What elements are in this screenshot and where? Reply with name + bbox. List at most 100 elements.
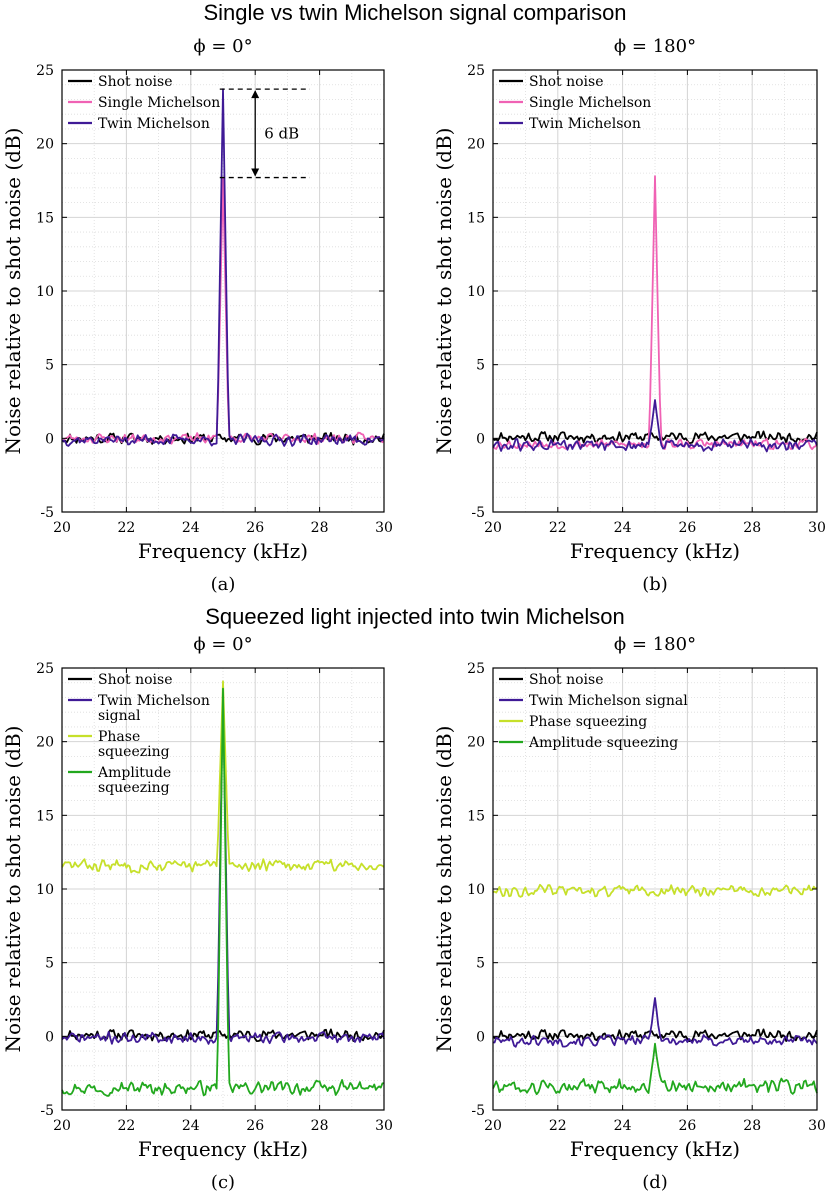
y-axis-label: Noise relative to shot noise (dB): [432, 128, 456, 455]
chart-panel-b: -5 0 5 10 15 20 25 20 22 24 26 28 30 ϕ = 180° Frequenc…: [432, 36, 826, 595]
y-tick-label: 0: [476, 1029, 485, 1045]
legend-label: Single Michelson: [529, 95, 651, 111]
x-axis-label: Frequency (kHz): [570, 539, 740, 563]
x-tick-label: 26: [246, 1118, 264, 1134]
y-tick-label: 25: [36, 661, 54, 677]
x-tick-label: 30: [808, 520, 826, 536]
x-tick-label: 28: [743, 1118, 761, 1134]
x-tick-label: 22: [549, 1118, 567, 1134]
series-line-3: [61, 88, 385, 447]
x-tick-label: 28: [743, 520, 761, 536]
y-tick-label: 25: [36, 63, 54, 79]
y-axis-label: Noise relative to shot noise (dB): [1, 128, 25, 455]
y-tick-label: 15: [467, 210, 485, 226]
legend-label: Twin Michelson: [98, 693, 210, 709]
y-tick-label: 5: [45, 956, 54, 972]
x-tick-label: 24: [182, 520, 200, 536]
y-tick-label: 15: [36, 210, 54, 226]
y-tick-label: 10: [467, 882, 485, 898]
x-tick-label: 30: [808, 1118, 826, 1134]
y-tick-label: 5: [45, 358, 54, 374]
x-tick-label: 30: [375, 520, 393, 536]
y-tick-label: -5: [40, 505, 54, 521]
x-tick-label: 26: [678, 520, 696, 536]
panel-title: ϕ = 180°: [614, 634, 696, 655]
y-tick-label: 15: [36, 808, 54, 824]
x-tick-label: 24: [182, 1118, 200, 1134]
legend-label: signal: [98, 708, 141, 724]
x-tick-label: 20: [484, 1118, 502, 1134]
series-line-4: [492, 1042, 818, 1096]
y-tick-label: -5: [40, 1103, 54, 1119]
y-tick-label: 0: [476, 431, 485, 447]
y-tick-label: 10: [467, 284, 485, 300]
annotation-arrow-head-down: [251, 168, 260, 177]
y-axis-label: Noise relative to shot noise (dB): [1, 726, 25, 1053]
panel-title: ϕ = 0°: [193, 36, 252, 57]
legend-label: Shot noise: [529, 74, 604, 90]
legend-label: Twin Michelson signal: [529, 693, 688, 709]
panel-title: ϕ = 180°: [614, 36, 696, 57]
x-tick-label: 20: [484, 520, 502, 536]
y-tick-label: 20: [467, 735, 485, 751]
x-tick-label: 20: [53, 520, 71, 536]
y-axis-label: Noise relative to shot noise (dB): [432, 726, 456, 1053]
panel-title: ϕ = 0°: [193, 634, 252, 655]
y-tick-label: 5: [476, 358, 485, 374]
annotation-label: 6 dB: [264, 124, 299, 142]
legend-label: Shot noise: [529, 672, 604, 688]
x-tick-label: 24: [614, 520, 632, 536]
y-tick-label: 15: [467, 808, 485, 824]
y-tick-label: 25: [467, 661, 485, 677]
x-tick-label: 26: [678, 1118, 696, 1134]
x-tick-label: 26: [246, 520, 264, 536]
legend-label: Amplitude: [97, 765, 171, 781]
legend-label: Twin Michelson: [98, 116, 210, 132]
y-tick-label: 20: [467, 137, 485, 153]
panel-caption: (b): [642, 574, 668, 595]
y-tick-label: 10: [36, 284, 54, 300]
x-tick-label: 22: [117, 1118, 135, 1134]
chart-panel-a: -5 0 5 10 15 20 25 20 22 24 26 28 30 ϕ = 0° Frequency …: [1, 36, 393, 595]
legend-label: Shot noise: [98, 74, 173, 90]
chart-panel-c: -5 0 5 10 15 20 25 20 22 24 26 28 30 ϕ = 0° Frequency …: [1, 634, 393, 1193]
chart-panel-d: -5 0 5 10 15 20 25 20 22 24 26 28 30 ϕ = 180° Frequenc…: [432, 634, 826, 1193]
y-tick-label: 20: [36, 735, 54, 751]
x-axis-label: Frequency (kHz): [570, 1137, 740, 1161]
series-line-3: [492, 883, 818, 898]
x-tick-label: 20: [53, 1118, 71, 1134]
y-tick-label: 5: [476, 956, 485, 972]
series-line-2: [492, 175, 818, 451]
y-tick-label: 0: [45, 1029, 54, 1045]
series-line-1: [492, 430, 818, 445]
y-tick-label: 10: [36, 882, 54, 898]
series-line-1: [492, 1028, 818, 1042]
panel-caption: (d): [642, 1172, 668, 1193]
legend-label: Phase squeezing: [529, 714, 647, 730]
annotation-arrow-head-up: [251, 90, 260, 99]
legend-label: Twin Michelson: [529, 116, 641, 132]
series-line-2: [492, 997, 818, 1048]
x-tick-label: 24: [614, 1118, 632, 1134]
y-tick-label: 25: [467, 63, 485, 79]
panel-caption: (a): [211, 574, 236, 595]
section-title-bottom: Squeezed light injected into twin Michel…: [205, 604, 624, 629]
legend-label: squeezing: [98, 744, 170, 760]
x-tick-label: 28: [311, 1118, 329, 1134]
legend-label: Shot noise: [98, 672, 173, 688]
panel-caption: (c): [211, 1172, 235, 1193]
series-line-3: [492, 399, 818, 453]
y-tick-label: 20: [36, 137, 54, 153]
section-title-top: Single vs twin Michelson signal comparis…: [203, 0, 626, 25]
legend-label: squeezing: [98, 780, 170, 796]
legend-label: Phase: [98, 729, 140, 745]
x-tick-label: 28: [311, 520, 329, 536]
series-line-3: [61, 680, 385, 874]
x-axis-label: Frequency (kHz): [138, 1137, 308, 1161]
legend-label: Single Michelson: [98, 95, 220, 111]
x-tick-label: 22: [117, 520, 135, 536]
series-line-4: [61, 687, 385, 1097]
legend-label: Amplitude squeezing: [528, 735, 678, 751]
